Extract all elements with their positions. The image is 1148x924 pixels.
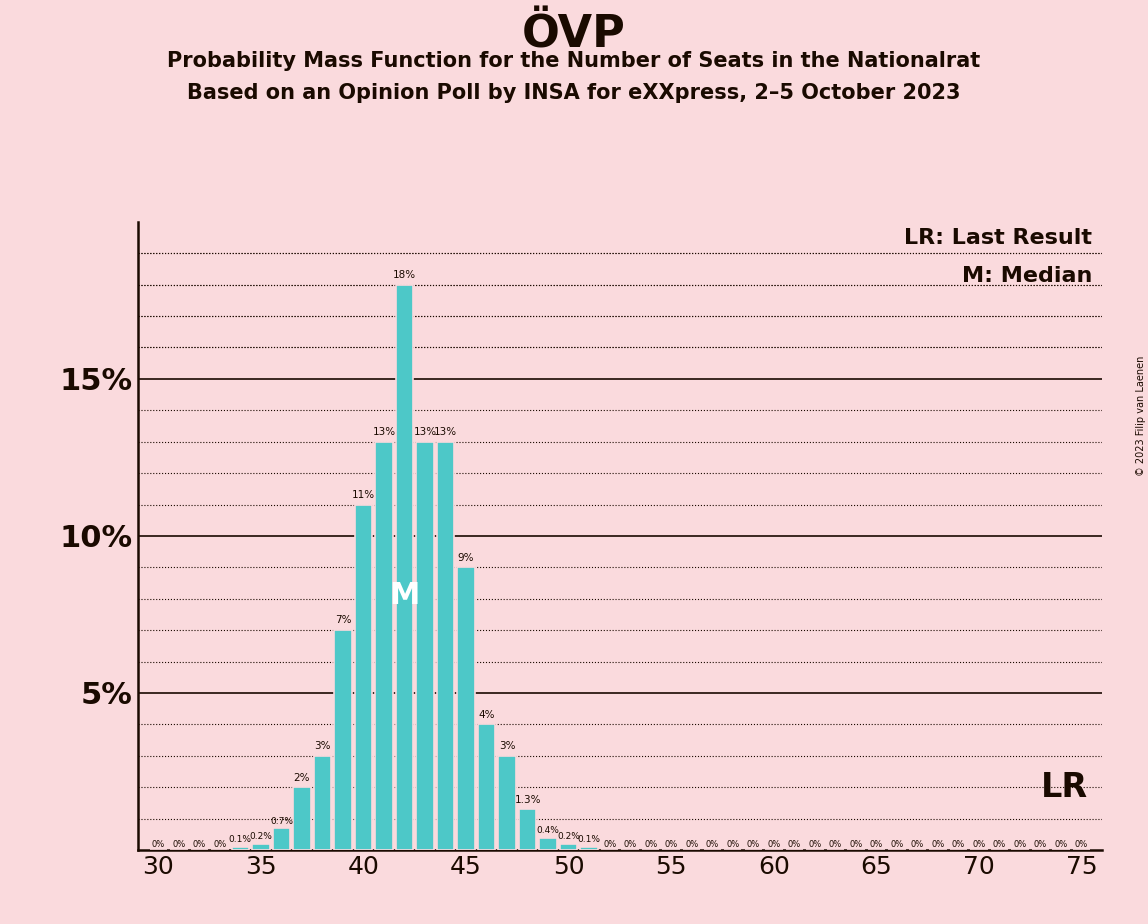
Text: ÖVP: ÖVP (522, 14, 626, 57)
Text: 0%: 0% (214, 840, 226, 848)
Text: 13%: 13% (372, 427, 396, 437)
Text: 0%: 0% (746, 840, 760, 848)
Text: M: M (389, 581, 420, 610)
Text: 0%: 0% (870, 840, 883, 848)
Text: 2%: 2% (294, 772, 310, 783)
Text: 0%: 0% (891, 840, 903, 848)
Text: 0%: 0% (767, 840, 781, 848)
Text: © 2023 Filip van Laenen: © 2023 Filip van Laenen (1135, 356, 1146, 476)
Text: 0%: 0% (644, 840, 658, 848)
Text: Based on an Opinion Poll by INSA for eXXpress, 2–5 October 2023: Based on an Opinion Poll by INSA for eXX… (187, 83, 961, 103)
Text: 0.4%: 0.4% (536, 826, 559, 835)
Text: 0.7%: 0.7% (270, 817, 293, 825)
Text: 1.3%: 1.3% (514, 795, 541, 805)
Bar (232, 847, 249, 850)
Text: 0%: 0% (829, 840, 841, 848)
Bar (253, 844, 270, 850)
Bar (436, 442, 455, 850)
Text: 0.1%: 0.1% (228, 835, 251, 845)
Text: LR: Last Result: LR: Last Result (905, 228, 1093, 248)
Bar (417, 442, 434, 850)
Bar (313, 756, 331, 850)
Text: 0%: 0% (972, 840, 986, 848)
Bar (498, 756, 515, 850)
Bar (396, 285, 413, 850)
Bar (273, 828, 290, 850)
Bar (560, 844, 577, 850)
Text: 0%: 0% (685, 840, 698, 848)
Text: 0%: 0% (808, 840, 822, 848)
Text: 0%: 0% (788, 840, 801, 848)
Text: 0%: 0% (1075, 840, 1088, 848)
Text: 0%: 0% (1034, 840, 1047, 848)
Text: 7%: 7% (335, 615, 351, 626)
Text: LR: LR (1040, 771, 1087, 804)
Bar (293, 787, 311, 850)
Text: 11%: 11% (352, 490, 375, 500)
Bar (540, 837, 557, 850)
Bar (581, 847, 598, 850)
Text: 13%: 13% (413, 427, 436, 437)
Text: 3%: 3% (499, 741, 515, 751)
Text: 0%: 0% (952, 840, 965, 848)
Bar (334, 630, 351, 850)
Text: 13%: 13% (434, 427, 457, 437)
Text: 0%: 0% (910, 840, 924, 848)
Text: 0.1%: 0.1% (577, 835, 600, 845)
Text: 0%: 0% (706, 840, 719, 848)
Text: 4%: 4% (479, 710, 495, 720)
Text: 0%: 0% (931, 840, 945, 848)
Text: 0%: 0% (665, 840, 677, 848)
Text: 18%: 18% (393, 270, 416, 280)
Text: M: Median: M: Median (962, 266, 1093, 286)
Text: 0%: 0% (993, 840, 1006, 848)
Text: 0%: 0% (152, 840, 165, 848)
Text: Probability Mass Function for the Number of Seats in the Nationalrat: Probability Mass Function for the Number… (168, 51, 980, 71)
Text: 0%: 0% (1014, 840, 1026, 848)
Bar (519, 809, 536, 850)
Bar (457, 567, 475, 850)
Text: 0%: 0% (193, 840, 205, 848)
Text: 0.2%: 0.2% (249, 833, 272, 841)
Text: 0%: 0% (603, 840, 616, 848)
Text: 0%: 0% (727, 840, 739, 848)
Text: 9%: 9% (458, 553, 474, 563)
Bar (355, 505, 372, 850)
Text: 0%: 0% (1054, 840, 1068, 848)
Text: 0.2%: 0.2% (557, 833, 580, 841)
Bar (375, 442, 393, 850)
Text: 0%: 0% (623, 840, 637, 848)
Text: 0%: 0% (850, 840, 862, 848)
Text: 0%: 0% (172, 840, 186, 848)
Text: 3%: 3% (315, 741, 331, 751)
Bar (478, 724, 495, 850)
